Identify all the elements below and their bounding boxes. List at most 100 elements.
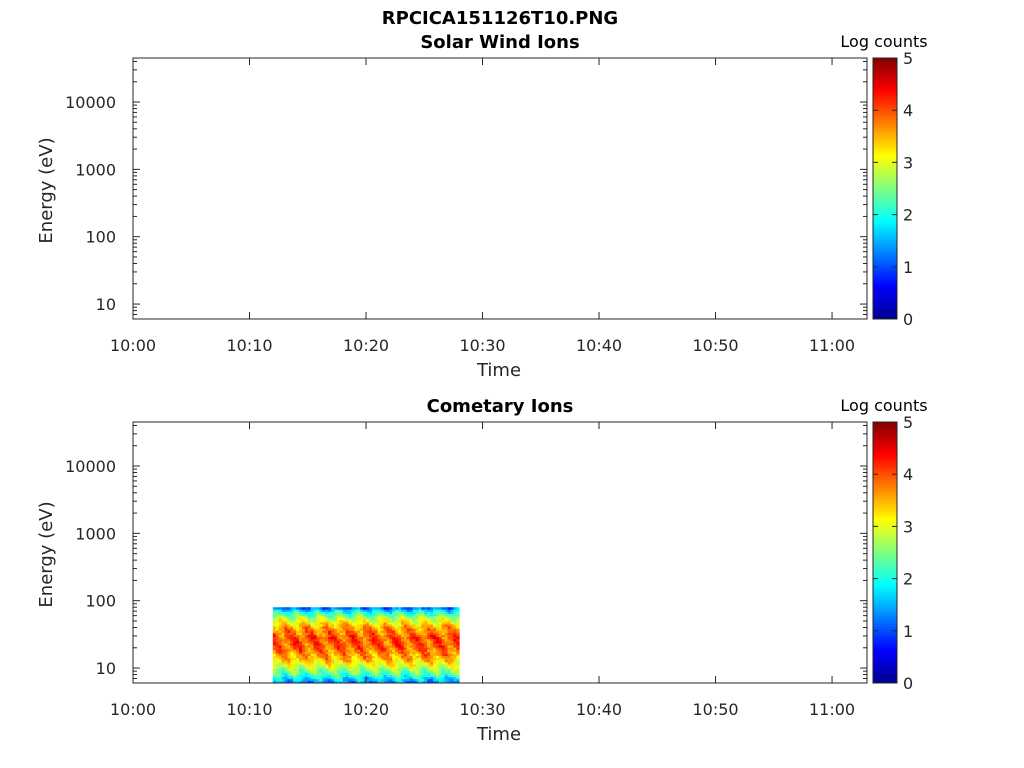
spectrogram-cell <box>395 621 399 625</box>
spectrogram-cell <box>447 678 451 682</box>
spectrogram-cell <box>380 678 384 682</box>
spectrogram-cell <box>418 607 422 610</box>
colorbar-label: Log counts <box>840 32 927 51</box>
spectrogram-cell <box>272 613 277 617</box>
spectrogram-cell <box>351 617 355 621</box>
colorbar-tick-label: 2 <box>903 570 913 589</box>
spectrogram-cell <box>293 668 297 671</box>
spectrogram-cell <box>272 649 277 652</box>
spectrogram-cell <box>438 621 443 625</box>
spectrogram-cell <box>342 649 347 652</box>
spectrogram-cell <box>333 611 338 614</box>
spectrogram-cell <box>357 634 361 638</box>
spectrogram-cell <box>325 657 329 661</box>
spectrogram-cell <box>319 672 323 675</box>
spectrogram-cell <box>287 647 291 650</box>
spectrogram-cell <box>278 640 282 644</box>
spectrogram-cell <box>412 655 416 659</box>
spectrogram-cell <box>435 676 440 680</box>
spectrogram-cell <box>412 678 416 682</box>
spectrogram-cell <box>374 617 379 621</box>
spectrogram-cell <box>377 672 381 675</box>
spectrogram-cell <box>435 613 440 617</box>
spectrogram-cell <box>360 640 364 644</box>
spectrogram-cell <box>421 611 425 614</box>
spectrogram-cell <box>339 666 344 669</box>
spectrogram-cell <box>310 615 314 619</box>
spectrogram-cell <box>400 670 405 673</box>
spectrogram-cell <box>336 668 341 671</box>
spectrogram-cell <box>351 674 355 678</box>
spectrogram-cell <box>301 611 306 614</box>
spectrogram-cell <box>301 609 306 612</box>
spectrogram-cell <box>368 632 373 635</box>
spectrogram-cell <box>301 657 306 661</box>
spectrogram-cell <box>377 619 381 623</box>
spectrogram-cell <box>368 668 373 671</box>
spectrogram-cell <box>304 643 309 646</box>
spectrogram-cell <box>351 680 355 684</box>
spectrogram-cell <box>366 613 370 617</box>
spectrogram-cell <box>357 645 361 648</box>
spectrogram-cell <box>409 619 414 623</box>
spectrogram-cell <box>395 664 399 667</box>
spectrogram-cell <box>430 640 434 644</box>
spectrogram-cell <box>304 645 309 648</box>
spectrogram-cell <box>363 659 367 663</box>
spectrogram-cell <box>377 653 381 657</box>
spectrogram-cell <box>395 636 399 640</box>
spectrogram-cell <box>398 609 402 612</box>
spectrogram-cell <box>307 670 312 673</box>
spectrogram-cell <box>339 676 344 680</box>
spectrogram-cell <box>435 655 440 659</box>
spectrogram-cell <box>278 674 282 678</box>
spectrogram-cell <box>287 619 291 623</box>
x-tick-label: 10:50 <box>692 336 738 355</box>
spectrogram-cell <box>296 657 300 661</box>
spectrogram-cell <box>304 609 309 612</box>
spectrogram-cell <box>290 651 294 654</box>
spectrogram-cell <box>447 617 451 621</box>
spectrogram-cell <box>441 674 446 678</box>
y-tick-label: 1000 <box>75 524 116 543</box>
spectrogram-cell <box>427 638 431 642</box>
spectrogram-cell <box>380 640 384 644</box>
spectrogram-cell <box>293 609 297 612</box>
spectrogram-cell <box>313 657 317 661</box>
spectrogram-cell <box>400 661 405 665</box>
spectrogram-cell <box>363 640 367 644</box>
spectrogram-cell <box>398 670 402 673</box>
spectrogram-cell <box>293 664 297 667</box>
spectrogram-cell <box>386 607 390 610</box>
spectrogram-cell <box>360 611 364 614</box>
spectrogram-cell <box>415 621 419 625</box>
spectrogram-cell <box>325 661 329 665</box>
spectrogram-cell <box>412 621 416 625</box>
spectrogram-cell <box>354 634 358 638</box>
spectrogram-cell <box>275 628 280 631</box>
spectrogram-cell <box>322 666 326 669</box>
spectrogram-cell <box>310 647 314 650</box>
spectrogram-cell <box>319 630 323 633</box>
spectrogram-cell <box>368 643 373 646</box>
spectrogram-cell <box>409 657 414 661</box>
spectrogram-cell <box>456 617 460 621</box>
spectrogram-cell <box>447 649 451 652</box>
spectrogram-cell <box>433 613 437 617</box>
spectrogram-cell <box>418 659 422 663</box>
spectrogram-cell <box>345 668 349 671</box>
spectrogram-cell <box>403 674 408 678</box>
spectrogram-cell <box>406 638 411 642</box>
spectrogram-cell <box>447 626 451 629</box>
spectrogram-cell <box>421 645 425 648</box>
panel-title: Cometary Ions <box>427 396 574 417</box>
spectrogram-cell <box>342 643 347 646</box>
spectrogram-cell <box>415 638 419 642</box>
spectrogram-cell <box>400 617 405 621</box>
spectrogram-cell <box>386 670 390 673</box>
spectrogram-cell <box>336 657 341 661</box>
x-tick-label: 10:00 <box>110 336 156 355</box>
spectrogram-cell <box>293 640 297 644</box>
spectrogram-cell <box>453 626 457 629</box>
spectrogram-cell <box>360 657 364 661</box>
